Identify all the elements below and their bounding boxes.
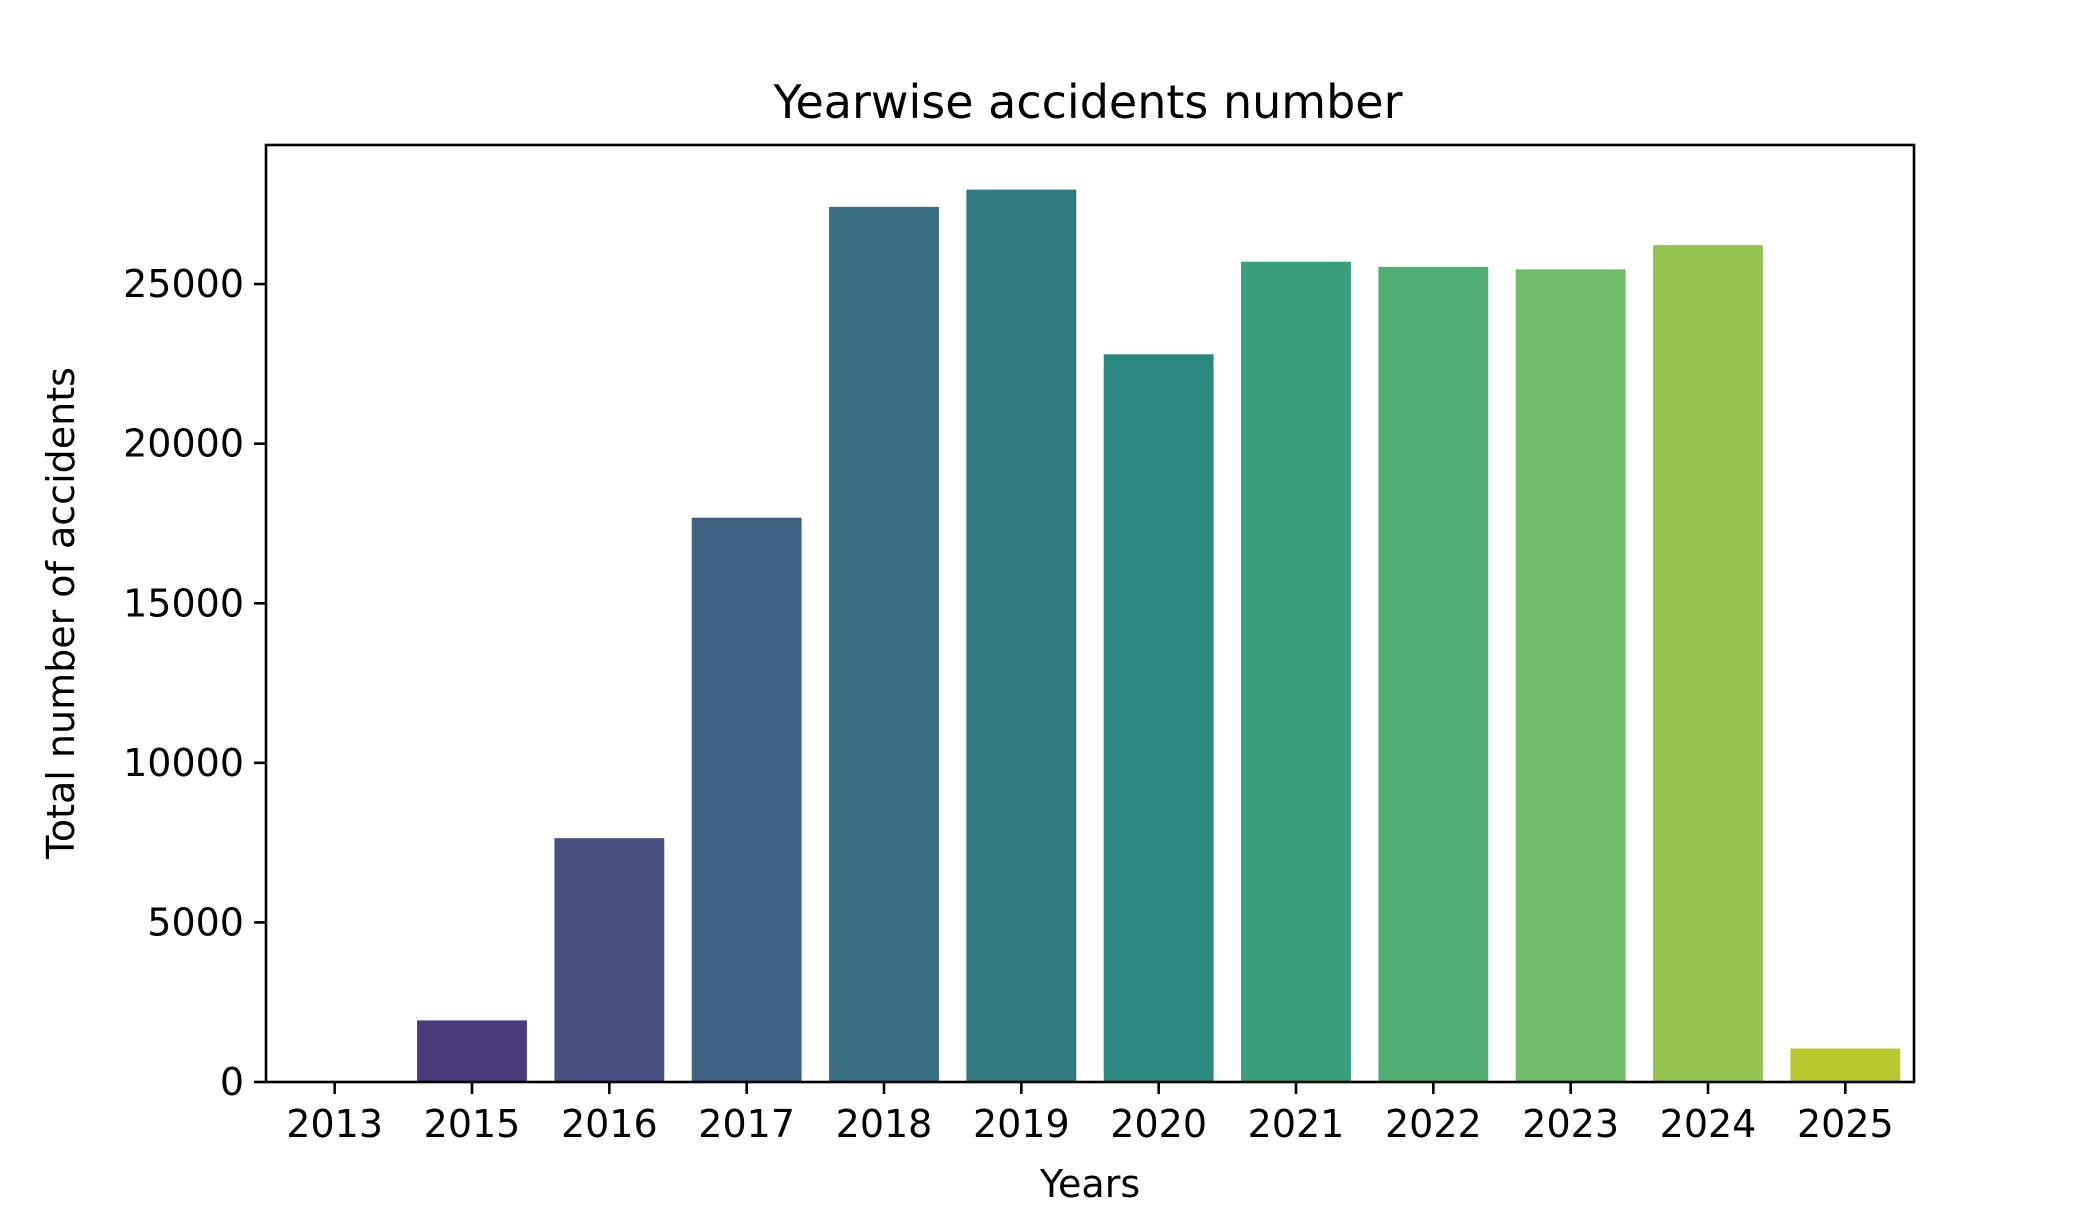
y-tick-label-25000: 25000 — [123, 262, 244, 306]
y-axis-label: Total number of accidents — [39, 367, 83, 860]
x-tick-label-2016: 2016 — [561, 1102, 658, 1146]
bar-2020 — [1104, 354, 1214, 1082]
x-tick-label-2017: 2017 — [698, 1102, 795, 1146]
chart-title: Yearwise accidents number — [772, 75, 1402, 129]
y-tick-label-10000: 10000 — [123, 741, 244, 785]
bar-2024 — [1653, 245, 1763, 1082]
bar-2015 — [417, 1020, 527, 1082]
y-tick-label-0: 0 — [220, 1060, 244, 1104]
bar-2018 — [829, 207, 939, 1082]
x-tick-label-2023: 2023 — [1522, 1102, 1619, 1146]
x-axis-label: Years — [1039, 1162, 1140, 1200]
x-tick-label-2022: 2022 — [1385, 1102, 1482, 1146]
bar-2022 — [1378, 267, 1488, 1082]
bar-2017 — [692, 518, 802, 1082]
x-tick-label-2013: 2013 — [286, 1102, 383, 1146]
y-tick-label-20000: 20000 — [123, 422, 244, 466]
y-tick-label-5000: 5000 — [147, 900, 244, 944]
y-tick-label-15000: 15000 — [123, 581, 244, 625]
x-tick-label-2020: 2020 — [1110, 1102, 1207, 1146]
bar-2019 — [966, 190, 1076, 1082]
x-tick-label-2021: 2021 — [1248, 1102, 1345, 1146]
y-axis: 0 5000 10000 15000 20000 25000 — [123, 262, 266, 1104]
bar-2016 — [554, 838, 664, 1082]
bar-2021 — [1241, 262, 1351, 1082]
bar-2023 — [1516, 269, 1626, 1082]
bars-group — [280, 190, 1901, 1082]
x-tick-label-2025: 2025 — [1797, 1102, 1894, 1146]
x-tick-label-2024: 2024 — [1660, 1102, 1757, 1146]
x-tick-label-2015: 2015 — [424, 1102, 521, 1146]
x-tick-label-2019: 2019 — [973, 1102, 1070, 1146]
x-axis: 2013 2015 2016 2017 2018 2019 2020 2021 2022 2023… — [286, 1082, 1893, 1146]
bar-2025 — [1790, 1048, 1900, 1082]
x-tick-label-2018: 2018 — [836, 1102, 933, 1146]
